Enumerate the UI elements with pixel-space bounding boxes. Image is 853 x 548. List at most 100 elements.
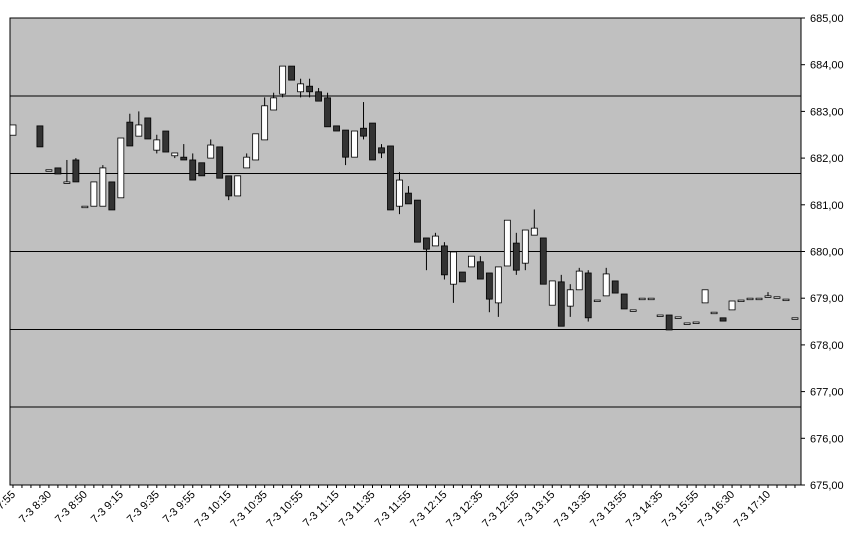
candle-body (414, 199, 421, 243)
y-tick-label: 685,00 (810, 13, 844, 25)
x-tick-label: 7-3 14:35 (624, 489, 665, 530)
candle-body (288, 65, 296, 81)
x-tick-label: 7-3 9:55 (161, 489, 198, 526)
x-tick-label: 7-3 9:15 (89, 489, 126, 526)
x-tick-label: 7-3 11:55 (373, 489, 414, 530)
candle-body (674, 316, 682, 319)
candle-body (342, 129, 349, 158)
candle-body (261, 105, 269, 141)
candle-body (198, 162, 206, 177)
candle-body (503, 219, 511, 267)
candle-body (773, 296, 781, 299)
y-tick-label: 677,00 (810, 387, 844, 399)
candle-body (54, 167, 62, 175)
candle-body (485, 272, 493, 300)
candle-body (764, 295, 772, 298)
candle-body (378, 147, 385, 154)
candle-body (441, 245, 448, 276)
candle-body (207, 144, 215, 159)
candle-body (530, 227, 538, 236)
candle-body (360, 127, 367, 137)
candle-body (126, 121, 134, 147)
y-tick-label: 675,00 (810, 480, 844, 492)
candle-body (162, 130, 170, 153)
x-tick-label: 7-3 11:15 (301, 489, 342, 530)
x-tick-label: 7-3 9:35 (125, 489, 162, 526)
x-tick-label: 7-3 7:55 (0, 489, 18, 526)
candle-body (602, 273, 610, 297)
candle-body (189, 159, 197, 181)
candle-body (584, 272, 592, 319)
candle-body (351, 130, 358, 158)
x-tick-label: 7-3 11:35 (337, 489, 378, 530)
candle-body (728, 300, 736, 311)
candle-body (270, 97, 278, 111)
x-tick-label: 7-3 8:50 (53, 489, 90, 526)
candle-body (36, 125, 44, 148)
candle-body (611, 280, 619, 294)
candle-body (548, 280, 556, 306)
candle-body (450, 251, 457, 285)
candle-body (153, 139, 161, 151)
candle-body (135, 124, 143, 137)
y-tick-label: 682,00 (810, 153, 844, 165)
candle-body (324, 97, 331, 128)
candle-body (432, 235, 439, 247)
candle-body (791, 317, 799, 320)
candle-body (315, 91, 322, 102)
y-tick-label: 678,00 (810, 340, 844, 352)
candle-body (710, 311, 718, 315)
x-tick-label: 7-3 8:30 (17, 489, 54, 526)
x-tick-label: 7-3 15:55 (660, 489, 701, 530)
candle-body (593, 299, 601, 302)
x-tick-label: 7-3 13:55 (588, 489, 629, 530)
candle-body (782, 298, 790, 302)
candle-body (180, 156, 188, 161)
candle-body (216, 146, 224, 179)
candle-body (575, 270, 583, 291)
candle-body (683, 322, 691, 325)
candle-body (45, 169, 53, 172)
x-tick-label: 7-3 12:35 (444, 489, 485, 530)
candle-body (144, 117, 152, 140)
x-tick-label: 7-3 10:55 (264, 489, 305, 530)
x-tick-label: 7-3 10:35 (228, 489, 269, 530)
x-tick-label: 7-3 13:15 (516, 489, 557, 530)
candle-body (117, 137, 125, 199)
x-tick-label: 7-3 12:55 (480, 489, 521, 530)
candle-body (108, 181, 116, 211)
y-tick-label: 679,00 (810, 293, 844, 305)
candle-body (476, 261, 484, 280)
candle-body (557, 281, 565, 327)
candle-body (99, 167, 107, 207)
x-tick-label: 7-3 13:35 (552, 489, 593, 530)
candle-body (620, 293, 628, 310)
candle-body (81, 205, 89, 209)
candle-body (494, 266, 502, 304)
candle-body (72, 159, 80, 183)
candle-body (467, 255, 475, 268)
candle-body (665, 314, 673, 331)
candle-body (629, 309, 637, 312)
candle-body (647, 297, 655, 301)
candle-body (171, 152, 179, 157)
candle-body (405, 192, 412, 205)
x-tick-label: 7-3 16:30 (696, 489, 737, 530)
candle-body (252, 133, 260, 161)
candle-body (387, 145, 394, 211)
candle-body (369, 122, 376, 161)
candle-body (458, 271, 466, 283)
candle-body (512, 242, 520, 271)
candle-body (396, 179, 403, 207)
y-tick-label: 680,00 (810, 247, 844, 259)
candle-body (755, 297, 763, 301)
y-tick-label: 676,00 (810, 433, 844, 445)
candle-body (701, 289, 709, 304)
y-tick-label: 684,00 (810, 60, 844, 72)
x-tick-label: 7-3 12:15 (408, 489, 449, 530)
candle-body (719, 317, 727, 322)
x-tick-label: 7-3 17:10 (732, 489, 773, 530)
candle-body (638, 297, 646, 301)
candle-body (333, 125, 340, 132)
